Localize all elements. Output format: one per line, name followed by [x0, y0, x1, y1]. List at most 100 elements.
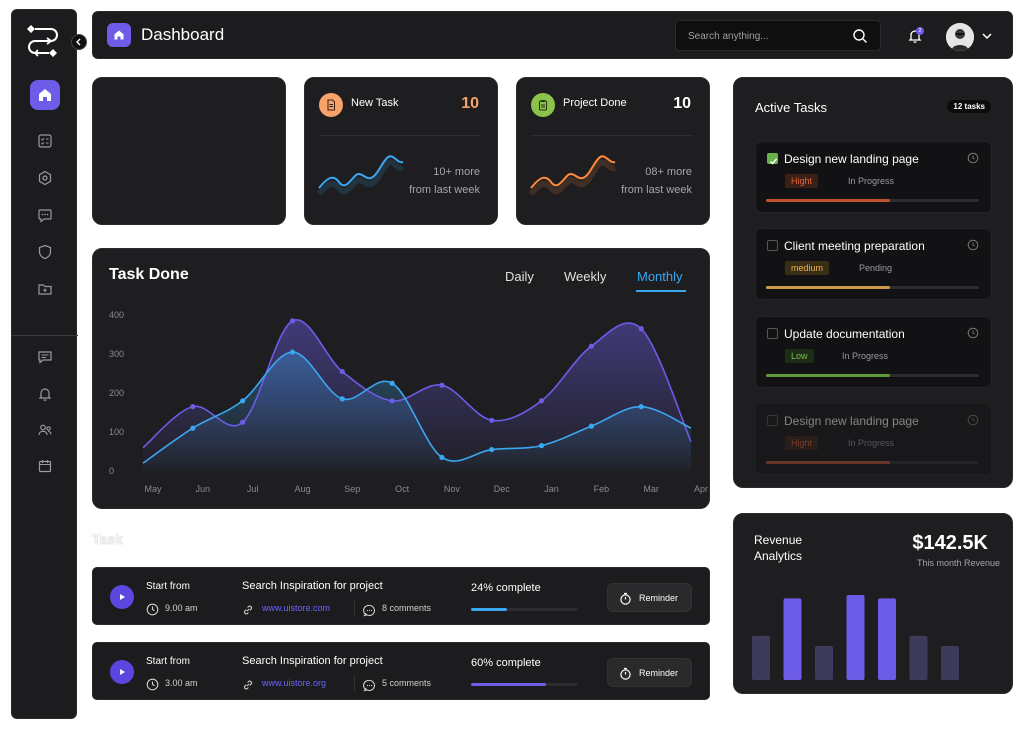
data-point[interactable]	[489, 417, 495, 423]
sidebar-item-notifications[interactable]	[30, 379, 60, 409]
x-tick-label: Jul	[247, 484, 259, 494]
stat-more: 08+ more from last week	[621, 163, 692, 199]
active-tasks-card: Active Tasks 12 tasks Design new landing…	[733, 77, 1013, 488]
reminder-button[interactable]: Reminder	[607, 658, 692, 687]
clock-icon	[967, 327, 979, 339]
data-point[interactable]	[240, 398, 246, 404]
data-point[interactable]	[289, 318, 296, 324]
task-link[interactable]: www.uistore.com	[262, 603, 331, 613]
task-start-time: 9.00 am	[165, 603, 198, 613]
tab-weekly[interactable]: Weekly	[564, 269, 607, 284]
sidebar-item-messages[interactable]	[30, 200, 60, 230]
sidebar-item-chat[interactable]	[30, 342, 60, 372]
data-point[interactable]	[389, 398, 395, 404]
revenue-bar[interactable]	[878, 598, 896, 680]
task-progress-label: 24% complete	[471, 582, 541, 594]
play-icon	[120, 669, 125, 675]
clock-icon	[967, 239, 979, 251]
notification-count-badge: 2	[916, 27, 924, 35]
task-name: Search Inspiration for project	[242, 580, 383, 592]
clipboard-icon	[539, 100, 547, 111]
data-point[interactable]	[240, 419, 246, 425]
task-comments[interactable]: 8 comments	[382, 603, 432, 613]
data-point[interactable]	[289, 349, 296, 355]
search-input[interactable]	[688, 27, 838, 45]
play-button[interactable]	[110, 660, 134, 684]
priority-tag: Hight	[785, 174, 819, 188]
data-point[interactable]	[190, 425, 196, 431]
data-point[interactable]	[389, 380, 395, 386]
sidebar-item-calendar[interactable]	[30, 451, 60, 481]
app-logo[interactable]	[23, 19, 63, 59]
task-row: Start from 9.00 am Search Inspiration fo…	[92, 567, 710, 625]
collapse-sidebar-button[interactable]	[71, 34, 87, 50]
data-point[interactable]	[190, 404, 196, 410]
sidebar-item-security[interactable]	[30, 237, 60, 267]
data-point[interactable]	[588, 343, 594, 349]
revenue-bar[interactable]	[815, 646, 833, 680]
active-task-item[interactable]: Client meeting preparation medium Pending	[755, 228, 992, 300]
data-point[interactable]	[588, 423, 594, 429]
bell-icon	[38, 388, 52, 401]
data-point[interactable]	[439, 382, 445, 388]
tab-monthly[interactable]: Monthly	[637, 269, 683, 284]
sidebar	[11, 9, 87, 719]
data-point[interactable]	[638, 404, 644, 410]
revenue-bar[interactable]	[941, 646, 959, 680]
sidebar-item-settings[interactable]	[30, 163, 60, 193]
data-point[interactable]	[439, 454, 445, 460]
task-progress-fill	[471, 608, 508, 611]
task-checkbox[interactable]	[767, 153, 778, 165]
task-checkbox[interactable]	[767, 328, 778, 339]
data-point[interactable]	[339, 396, 345, 402]
sidebar-item-tasks[interactable]	[30, 126, 60, 156]
stat-title: New Task	[351, 97, 399, 109]
x-tick-label: Mar	[643, 484, 659, 494]
x-tick-label: Apr	[694, 484, 708, 494]
sidebar-item-users[interactable]	[30, 415, 60, 445]
sidebar-item-home[interactable]	[30, 80, 60, 110]
task-done-line-chart: 0 100 200 300 400 May Jun Jul Aug Sep Oct Nov Dec Ja…	[109, 310, 708, 494]
task-progress-track	[471, 683, 578, 686]
task-comments[interactable]: 5 comments	[382, 678, 432, 688]
user-avatar[interactable]	[946, 23, 974, 51]
data-point[interactable]	[538, 398, 545, 404]
task-checkbox[interactable]	[767, 415, 778, 426]
stat-count: 10	[461, 95, 479, 112]
data-point[interactable]	[638, 326, 644, 332]
active-task-item[interactable]: Design new landing page Hight In Progress	[755, 403, 992, 475]
search-box[interactable]	[675, 20, 881, 51]
revenue-bar[interactable]	[783, 598, 802, 680]
active-tab-indicator	[636, 290, 686, 292]
task-start-label: Start from	[146, 656, 190, 667]
chevron-down-icon[interactable]	[981, 30, 993, 42]
task-progress-track	[766, 461, 979, 464]
tab-daily[interactable]: Daily	[505, 269, 534, 284]
revenue-bar[interactable]	[752, 635, 770, 680]
y-tick-label: 300	[109, 349, 124, 359]
active-task-item[interactable]: Design new landing page Hight In Progress	[755, 141, 992, 213]
revenue-bar[interactable]	[846, 595, 865, 680]
sidebar-item-files[interactable]	[30, 274, 60, 304]
play-button[interactable]	[110, 585, 134, 609]
task-link[interactable]: www.uistore.org	[262, 678, 327, 688]
active-task-item[interactable]: Update documentation Low In Progress	[755, 316, 992, 388]
reminder-button[interactable]: Reminder	[607, 583, 692, 612]
search-icon[interactable]	[852, 28, 868, 44]
task-checkbox[interactable]	[767, 240, 778, 251]
revenue-bar[interactable]	[909, 635, 928, 680]
data-point[interactable]	[489, 446, 495, 453]
task-status: In Progress	[848, 176, 895, 186]
task-progress-fill	[766, 374, 890, 377]
calendar-icon	[38, 460, 52, 473]
data-point[interactable]	[538, 443, 545, 449]
comment-icon	[363, 604, 375, 617]
sparkline-project-done	[529, 155, 616, 196]
stat-icon-new-task	[319, 93, 343, 117]
y-tick-label: 100	[109, 427, 124, 437]
reminder-label: Reminder	[639, 593, 679, 603]
data-point[interactable]	[339, 368, 345, 375]
stat-since: from last week	[621, 184, 692, 196]
reminder-label: Reminder	[639, 668, 679, 678]
y-tick-label: 400	[109, 310, 124, 320]
